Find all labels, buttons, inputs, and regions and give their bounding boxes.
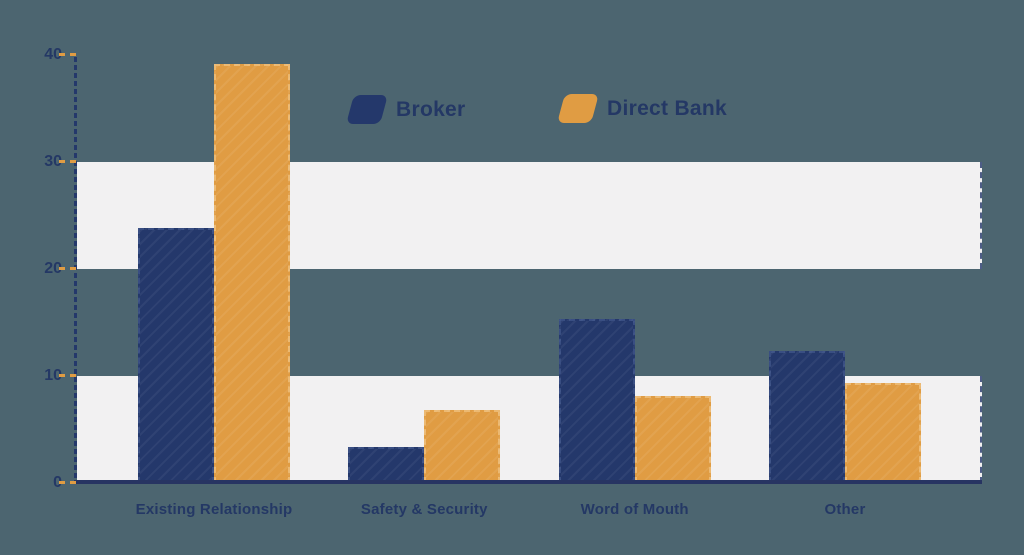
bar-broker-word-of-mouth	[558, 319, 635, 483]
legend-label-broker: Broker	[396, 97, 466, 121]
bar-broker-other	[769, 351, 845, 483]
legend-item-direct-bank: Direct Bank	[557, 94, 728, 123]
bar-direct-bank-safety-security	[424, 410, 501, 483]
bar-broker-safety-security	[348, 446, 425, 483]
legend-swatch-broker	[346, 95, 388, 124]
y-axis-line	[74, 57, 77, 483]
x-category-label-other: Other	[824, 501, 866, 518]
y-tick-mark-10	[59, 374, 76, 377]
legend-label-direct-bank: Direct Bank	[607, 96, 728, 120]
y-tick-mark-40	[59, 53, 76, 56]
y-tick-mark-20	[59, 267, 76, 270]
bar-direct-bank-other	[845, 383, 921, 483]
y-tick-label-10: 10	[44, 367, 62, 384]
y-tick-mark-0	[59, 481, 76, 484]
legend-item-broker: Broker	[346, 95, 466, 124]
legend-swatch-direct-bank	[557, 94, 599, 123]
y-tick-label-40: 40	[44, 46, 62, 63]
bar-broker-existing-relationship	[138, 228, 214, 483]
y-tick-label-30: 30	[44, 153, 62, 170]
x-category-label-safety-security: Safety & Security	[360, 501, 488, 518]
y-tick-label-20: 20	[44, 260, 62, 277]
x-category-label-existing-relationship: Existing Relationship	[135, 501, 293, 518]
x-axis-line	[74, 480, 982, 484]
y-tick-label-0: 0	[53, 474, 62, 491]
y-tick-mark-30	[59, 160, 76, 163]
x-category-label-word-of-mouth: Word of Mouth	[580, 501, 689, 518]
bar-direct-bank-word-of-mouth	[634, 396, 711, 483]
bar-direct-bank-existing-relationship	[214, 63, 290, 483]
